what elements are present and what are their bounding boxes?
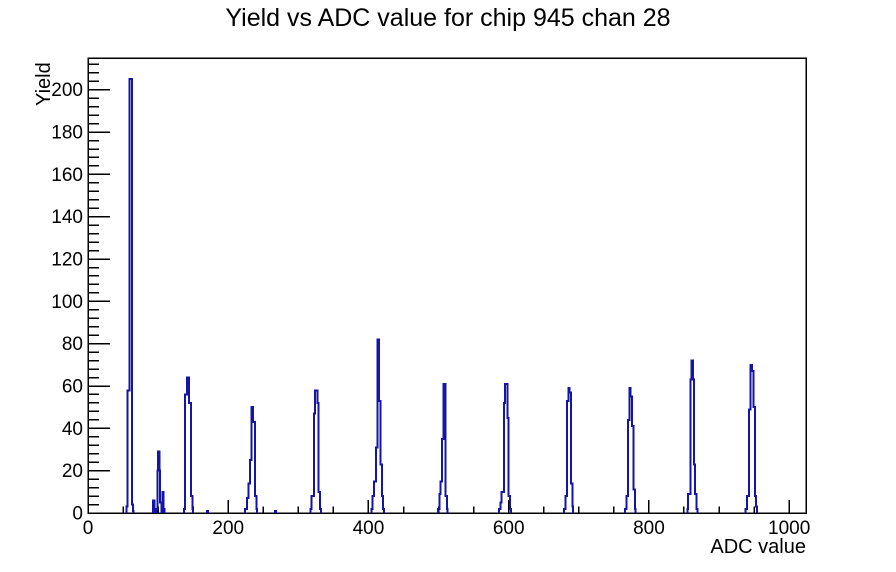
plot-frame (87, 57, 807, 514)
y-tick-label: 200 (51, 80, 83, 101)
x-tick-label: 1000 (768, 518, 810, 539)
y-tick-label: 180 (51, 123, 83, 144)
y-tick-label: 100 (51, 292, 83, 313)
x-axis-title: ADC value (710, 536, 806, 558)
y-tick-label: 120 (51, 250, 83, 271)
x-tick-label: 800 (633, 518, 665, 539)
y-tick-label: 40 (62, 419, 83, 440)
y-axis-title: Yield (33, 62, 55, 106)
y-tick-label: 60 (62, 377, 83, 398)
x-tick-label: 0 (83, 518, 94, 539)
x-tick-label: 600 (493, 518, 525, 539)
chart-title: Yield vs ADC value for chip 945 chan 28 (225, 4, 671, 32)
y-tick-label: 160 (51, 165, 83, 186)
x-tick-label: 200 (212, 518, 244, 539)
y-tick-label: 140 (51, 207, 83, 228)
x-tick-label: 400 (353, 518, 385, 539)
y-tick-label: 80 (62, 334, 83, 355)
histogram-line (125, 78, 758, 513)
y-tick-label: 20 (62, 461, 83, 482)
y-tick-label: 0 (72, 504, 83, 525)
